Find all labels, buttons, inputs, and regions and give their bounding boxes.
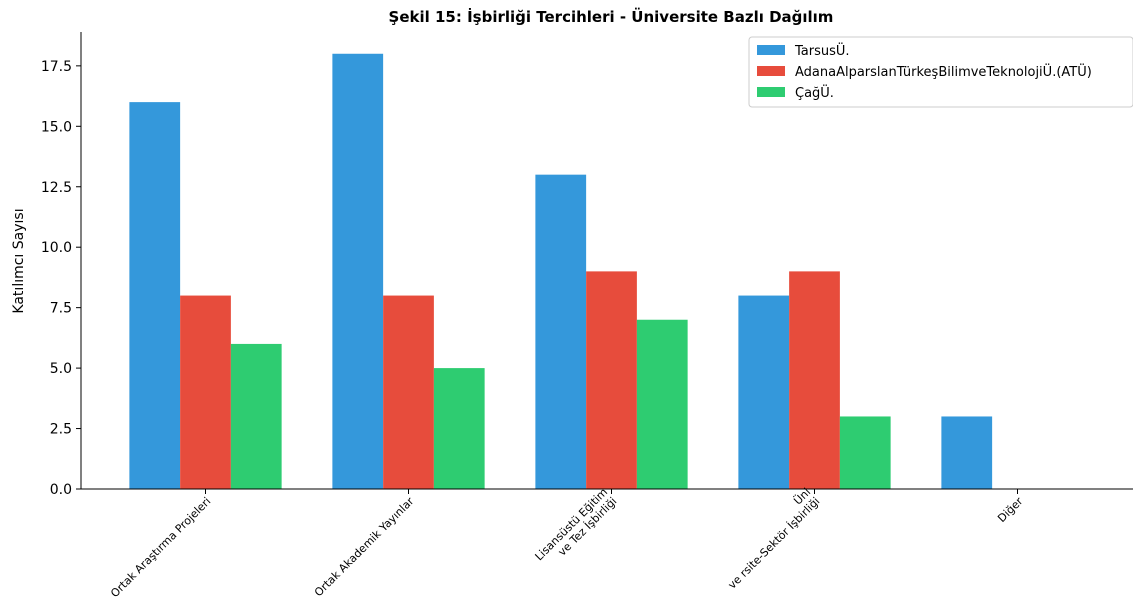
bar [535,174,587,489]
bar [636,319,688,489]
y-tick-label: 2.5 [50,422,72,438]
bars-group [129,53,993,490]
x-tick-label: Ortak Araştırma Projeleri [108,495,213,600]
y-tick-label: 12.5 [41,180,72,196]
bar [180,295,231,489]
bar [586,271,637,489]
bar [383,295,434,489]
bar [738,295,790,489]
legend-label: ÇağÜ. [795,84,834,101]
x-tick-label: Ortak Akademik Yayınlar [312,494,417,599]
bar [839,416,891,489]
y-tick-label: 15.0 [41,119,72,135]
bar [941,416,993,489]
y-tick-label: 7.5 [50,301,72,317]
y-tick-label: 0.0 [50,482,72,498]
y-tick-label: 17.5 [41,59,72,75]
x-tick-label: Diğer [995,494,1026,525]
y-tick-label: 10.0 [41,240,72,256]
bar [433,368,485,489]
bar [230,343,282,489]
bar [129,102,181,490]
x-tick-label: ve rsite-Sektör İşbirliği [726,495,823,592]
y-axis: 0.0 2.5 5.0 7.5 10.0 12.5 15.0 17.5 [41,32,82,498]
legend: TarsusÜ. AdanaAlparslanTürkeşBilimveTekno… [748,36,1133,108]
legend-swatch [757,66,785,76]
legend-frame [748,36,1133,108]
x-axis: Ortak Araştırma Projeleri Ortak Akademik … [81,486,1133,600]
bar [789,271,840,489]
legend-swatch [757,87,785,97]
legend-swatch [757,45,785,55]
legend-label: AdanaAlparslanTürkeşBilimveTeknolojiÜ.(A… [795,63,1092,80]
chart-title: Şekil 15: İşbirliği Tercihleri - Ünivers… [389,7,834,26]
legend-label: TarsusÜ. [794,42,850,59]
bar [332,53,384,489]
y-tick-label: 5.0 [50,361,72,377]
y-axis-label: Katılımcı Sayısı [11,208,27,313]
